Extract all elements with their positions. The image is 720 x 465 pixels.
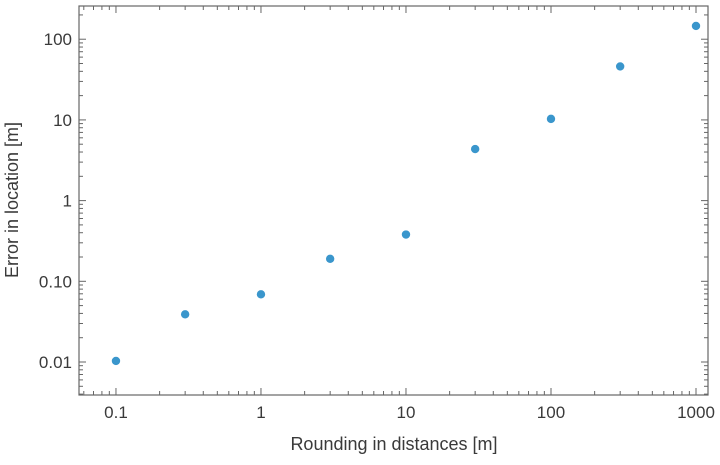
y-tick-label: 100	[44, 30, 72, 49]
data-point	[615, 62, 625, 71]
x-axis-label: Rounding in distances [m]	[290, 434, 497, 454]
data-point	[401, 230, 411, 239]
data-point	[691, 21, 701, 31]
plot-frame	[78, 5, 709, 396]
axis-ticks	[79, 6, 708, 395]
x-tick-label: 0.1	[104, 403, 128, 422]
y-tick-label: 1	[63, 192, 72, 211]
data-point	[256, 290, 266, 299]
data-points	[111, 21, 701, 366]
x-tick-label: 100	[537, 403, 565, 422]
x-tick-label: 1	[256, 403, 265, 422]
x-tick-label: 1000	[677, 403, 715, 422]
y-tick-label: 0.01	[39, 353, 72, 372]
data-point	[111, 356, 121, 366]
y-tick-labels: 0.01 0.10 1 10 100	[39, 30, 72, 372]
y-tick-label: 0.10	[39, 272, 72, 291]
data-point	[180, 310, 190, 319]
data-point	[325, 254, 335, 264]
data-point	[470, 144, 480, 154]
y-axis-label: Error in location [m]	[2, 122, 22, 278]
data-point	[546, 114, 556, 124]
y-tick-label: 10	[53, 111, 72, 130]
x-tick-labels: 0.1 1 10 100 1000	[104, 403, 715, 422]
x-tick-label: 10	[397, 403, 416, 422]
